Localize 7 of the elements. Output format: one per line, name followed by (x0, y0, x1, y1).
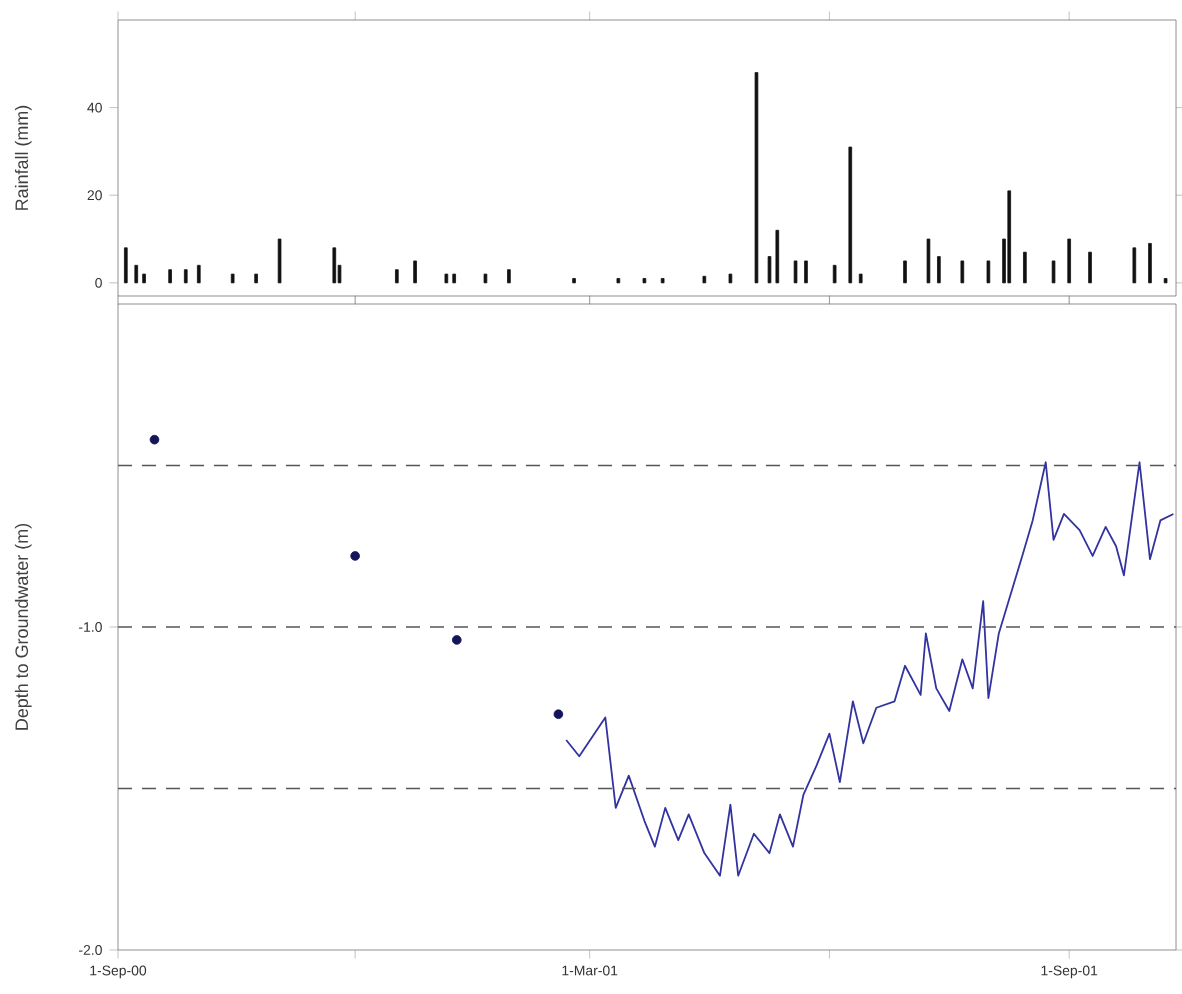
y-axis-title: Depth to Groundwater (m) (14, 523, 32, 730)
line-series (565, 461, 1175, 877)
point (553, 709, 564, 720)
y-axis-title: Rainfall (mm) (14, 105, 32, 210)
point (149, 434, 160, 445)
point (350, 551, 360, 561)
point (451, 635, 462, 645)
